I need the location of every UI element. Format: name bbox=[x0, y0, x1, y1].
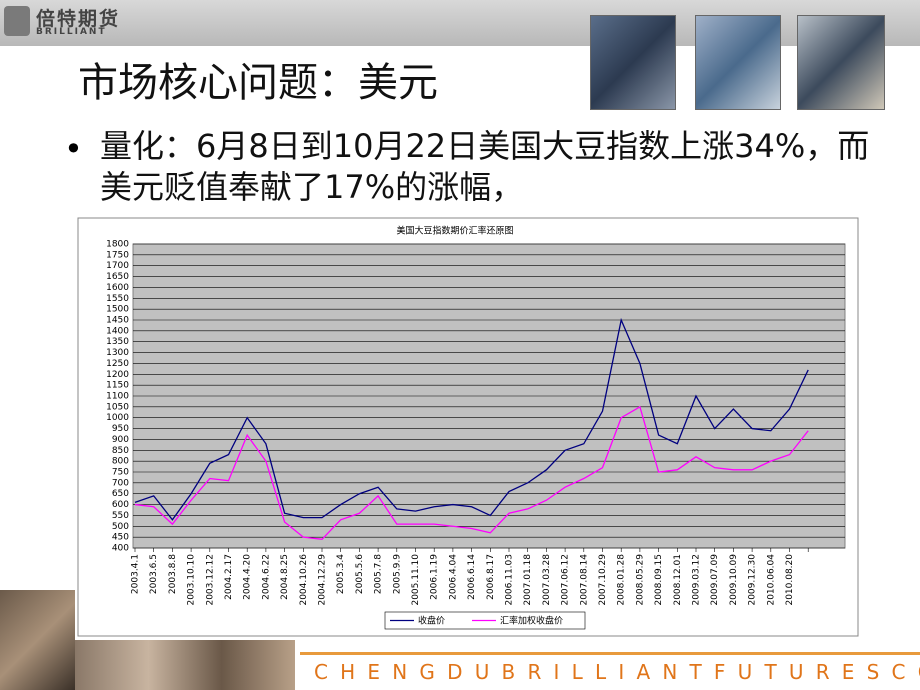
y-tick-label: 1200 bbox=[106, 370, 129, 380]
series-line bbox=[134, 405, 809, 540]
x-tick-label: 2003.4.1 bbox=[131, 554, 141, 594]
x-tick-label: 2007.03.28 bbox=[542, 554, 552, 606]
x-tick-label: 2004.12.29 bbox=[318, 554, 328, 606]
y-tick-label: 1400 bbox=[106, 326, 129, 336]
x-tick-label: 2006.11.03 bbox=[505, 554, 515, 606]
x-tick-label: 2006.1.19 bbox=[430, 554, 440, 600]
y-tick-label: 400 bbox=[112, 544, 129, 554]
y-tick-label: 1250 bbox=[106, 359, 129, 369]
x-tick-label: 2008.01.28 bbox=[617, 554, 627, 606]
decor-photo bbox=[75, 640, 295, 690]
x-tick-label: 2006.4.04 bbox=[448, 554, 458, 600]
photo bbox=[797, 15, 885, 110]
decor-photo bbox=[0, 590, 75, 690]
x-tick-label: 2007.10.29 bbox=[598, 554, 608, 606]
y-tick-label: 600 bbox=[112, 500, 129, 510]
y-tick-label: 1050 bbox=[106, 402, 129, 412]
y-tick-label: 1650 bbox=[106, 272, 129, 282]
x-tick-label: 2005.7.8 bbox=[374, 554, 384, 594]
x-tick-label: 2010.06.04 bbox=[766, 554, 776, 606]
y-tick-label: 1350 bbox=[106, 337, 129, 347]
y-tick-label: 500 bbox=[112, 522, 129, 532]
x-tick-label: 2003.10.10 bbox=[187, 554, 197, 606]
x-tick-label: 2004.2.17 bbox=[224, 554, 234, 600]
y-tick-label: 1100 bbox=[106, 392, 129, 402]
x-tick-label: 2008.09.15 bbox=[654, 554, 664, 606]
y-tick-label: 1450 bbox=[106, 316, 129, 326]
y-tick-label: 1150 bbox=[106, 381, 129, 391]
chart-title: 美国大豆指数期价汇率还原图 bbox=[396, 225, 513, 237]
series-line bbox=[134, 317, 809, 521]
x-tick-label: 2006.6.14 bbox=[467, 554, 477, 600]
x-tick-label: 2007.06.12 bbox=[561, 554, 571, 606]
y-tick-label: 1000 bbox=[106, 413, 129, 423]
y-tick-label: 900 bbox=[112, 435, 129, 445]
x-tick-label: 2005.11.10 bbox=[411, 554, 421, 606]
x-tick-label: 2009.03.12 bbox=[692, 554, 702, 606]
x-tick-label: 2010.08.20 bbox=[785, 554, 795, 606]
y-tick-label: 650 bbox=[112, 489, 129, 499]
x-tick-label: 2004.4.20 bbox=[243, 554, 253, 600]
x-tick-label: 2007.08.14 bbox=[579, 554, 589, 606]
x-tick-label: 2005.9.9 bbox=[392, 554, 402, 594]
x-tick-label: 2008.05.29 bbox=[635, 554, 645, 606]
y-tick-label: 1600 bbox=[106, 283, 129, 293]
logo-name: 倍特期货 bbox=[36, 8, 121, 30]
x-tick-label: 2004.8.25 bbox=[280, 554, 290, 600]
x-tick-label: 2005.5.6 bbox=[355, 554, 365, 594]
logo-icon bbox=[4, 6, 30, 36]
y-tick-label: 450 bbox=[112, 533, 129, 543]
x-tick-label: 2004.6.22 bbox=[261, 554, 271, 600]
logo-subname: BRILLIANT bbox=[36, 27, 107, 37]
x-tick-label: 2004.10.26 bbox=[299, 554, 309, 606]
x-tick-label: 2009.10.09 bbox=[729, 554, 739, 606]
bullet-marker: • bbox=[64, 130, 83, 168]
photo bbox=[590, 15, 676, 110]
y-tick-label: 950 bbox=[112, 424, 129, 434]
x-tick-label: 2003.6.5 bbox=[149, 554, 159, 594]
x-tick-label: 2009.12.30 bbox=[748, 554, 758, 606]
legend-label: 汇率加权收盘价 bbox=[500, 615, 563, 627]
bullet-text: 量化：6月8日到10月22日美国大豆指数上涨34%，而美元贬值奉献了17%的涨幅… bbox=[100, 127, 870, 206]
y-tick-label: 750 bbox=[112, 468, 129, 478]
y-tick-label: 1550 bbox=[106, 294, 129, 304]
y-tick-label: 1300 bbox=[106, 348, 129, 358]
y-tick-label: 1800 bbox=[106, 240, 129, 250]
x-tick-label: 2003.8.8 bbox=[168, 554, 178, 594]
y-tick-label: 800 bbox=[112, 457, 129, 467]
y-tick-label: 1750 bbox=[106, 250, 129, 260]
x-tick-label: 2009.07.09 bbox=[710, 554, 720, 606]
y-tick-label: 850 bbox=[112, 446, 129, 456]
x-tick-label: 2006.8.17 bbox=[486, 554, 496, 600]
y-tick-label: 1700 bbox=[106, 261, 129, 271]
x-tick-label: 2003.12.12 bbox=[205, 554, 215, 606]
x-tick-label: 2005.3.4 bbox=[336, 554, 346, 594]
y-tick-label: 700 bbox=[112, 478, 129, 488]
slide-title: 市场核心问题：美元 bbox=[78, 60, 438, 106]
footer: CHENGDUBRILLIANTFUTURESCO.,LTD. bbox=[300, 652, 920, 688]
legend-label: 收盘价 bbox=[418, 615, 445, 627]
y-tick-label: 550 bbox=[112, 511, 129, 521]
x-tick-label: 2007.01.18 bbox=[523, 554, 533, 606]
x-tick-label: 2008.12.01 bbox=[673, 554, 683, 606]
y-tick-label: 1500 bbox=[106, 305, 129, 315]
photo bbox=[695, 15, 781, 110]
